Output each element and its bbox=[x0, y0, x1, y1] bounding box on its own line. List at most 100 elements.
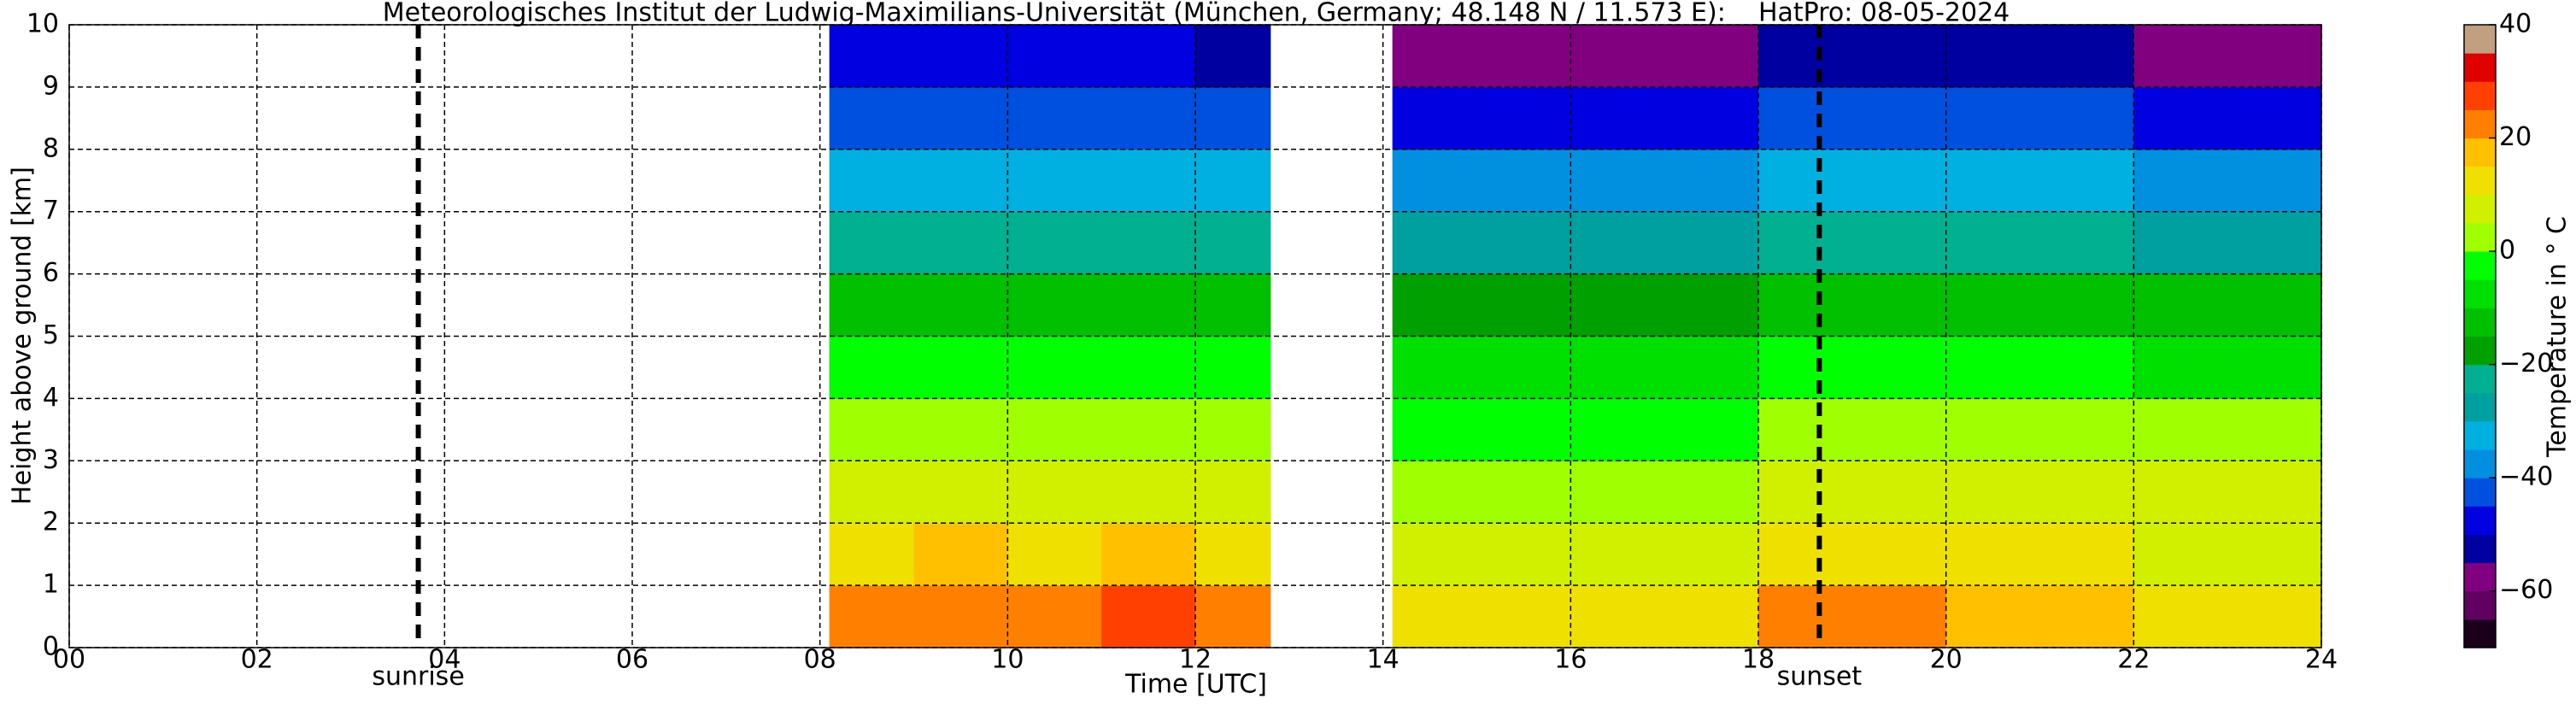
heat-cell bbox=[829, 86, 914, 150]
heat-cell bbox=[1945, 273, 2040, 337]
heat-cell bbox=[829, 149, 914, 213]
y-tick-label: 7 bbox=[43, 196, 59, 226]
heat-cell bbox=[1851, 336, 1947, 399]
plot-frame bbox=[68, 24, 2322, 648]
y-tick-label: 8 bbox=[43, 133, 59, 163]
y-tick-label: 9 bbox=[43, 71, 59, 101]
colorbar-tick-label: −40 bbox=[2499, 462, 2553, 492]
heat-cell bbox=[1945, 149, 2040, 213]
colorbar-tick-label: −60 bbox=[2499, 575, 2553, 605]
heat-cell bbox=[1007, 86, 1102, 150]
heat-cell bbox=[829, 211, 914, 275]
x-tick-label: 10 bbox=[991, 645, 1024, 675]
x-tick-label: 18 bbox=[1742, 645, 1775, 675]
heat-cell bbox=[1758, 461, 1853, 524]
heat-cell bbox=[1758, 149, 1853, 213]
colorbar-band bbox=[2464, 279, 2496, 308]
heat-cell bbox=[829, 585, 914, 648]
colorbar-band bbox=[2464, 562, 2496, 592]
heat-cell bbox=[1101, 523, 1196, 586]
heat-cell bbox=[1758, 273, 1853, 337]
heat-cell bbox=[1758, 523, 1853, 586]
heat-cell bbox=[2133, 149, 2228, 213]
heat-cell bbox=[1392, 398, 1477, 461]
x-tick-label: 08 bbox=[804, 645, 836, 675]
heat-cell bbox=[1195, 86, 1271, 150]
heat-cell bbox=[1570, 149, 1665, 213]
heat-cell bbox=[1101, 273, 1196, 337]
heat-cell bbox=[1570, 211, 1665, 275]
colorbar-band bbox=[2464, 478, 2496, 507]
heat-cell bbox=[1945, 461, 2040, 524]
y-tick-label: 10 bbox=[26, 9, 59, 39]
heat-cell bbox=[1476, 149, 1571, 213]
heat-cell bbox=[829, 398, 914, 461]
heat-cell bbox=[1476, 461, 1571, 524]
colorbar-tick-label: 40 bbox=[2499, 9, 2532, 39]
heat-cell bbox=[1945, 25, 2040, 88]
heat-cell bbox=[1392, 149, 1477, 213]
heat-cell bbox=[1007, 25, 1102, 88]
colorbar-tick-label: 20 bbox=[2499, 122, 2532, 152]
heat-cell bbox=[1664, 461, 1759, 524]
colorbar-band bbox=[2464, 222, 2496, 252]
heat-cell bbox=[1476, 25, 1571, 88]
heat-cell bbox=[1476, 336, 1571, 399]
colorbar-band bbox=[2464, 336, 2496, 366]
heat-cell bbox=[1758, 25, 1853, 88]
y-tick-label: 3 bbox=[43, 445, 59, 475]
heat-cell bbox=[1570, 273, 1665, 337]
heat-cell bbox=[1195, 398, 1271, 461]
heat-cell bbox=[1851, 149, 1947, 213]
heat-cell bbox=[1476, 523, 1571, 586]
heat-cell bbox=[1570, 585, 1665, 648]
heat-cell bbox=[2039, 398, 2134, 461]
heat-cell bbox=[1476, 86, 1571, 150]
heat-cell bbox=[1476, 211, 1571, 275]
heat-cell bbox=[2133, 398, 2228, 461]
heat-cell bbox=[1476, 273, 1571, 337]
heat-cell bbox=[1392, 585, 1477, 648]
heat-cell bbox=[1664, 25, 1759, 88]
heat-cell bbox=[2039, 25, 2134, 88]
heat-cell bbox=[1392, 211, 1477, 275]
heat-cell bbox=[1101, 461, 1196, 524]
heat-cell bbox=[913, 336, 1008, 399]
heat-cell bbox=[2039, 336, 2134, 399]
x-tick-label: 24 bbox=[2305, 645, 2338, 675]
heat-cell bbox=[1392, 25, 1477, 88]
heat-cell bbox=[1664, 585, 1759, 648]
heat-cell bbox=[1007, 585, 1102, 648]
heat-cell bbox=[2227, 461, 2322, 524]
x-tick-label: 00 bbox=[53, 645, 85, 675]
heat-cell bbox=[913, 523, 1008, 586]
heat-cell bbox=[2227, 25, 2322, 88]
heat-cell bbox=[2133, 273, 2228, 337]
heat-cell bbox=[1664, 398, 1759, 461]
heat-cell bbox=[1851, 585, 1947, 648]
heat-cell bbox=[2039, 86, 2134, 150]
heat-cell bbox=[1392, 336, 1477, 399]
heat-cell bbox=[1570, 523, 1665, 586]
x-tick-label: 06 bbox=[616, 645, 648, 675]
marker-label: sunrise bbox=[372, 662, 464, 692]
y-tick-label: 2 bbox=[43, 507, 59, 537]
colorbar-band bbox=[2464, 619, 2496, 648]
heat-cell bbox=[1664, 273, 1759, 337]
heat-cell bbox=[2039, 149, 2134, 213]
y-tick-label: 5 bbox=[43, 320, 59, 350]
heat-cell bbox=[1007, 523, 1102, 586]
colorbar-band bbox=[2464, 506, 2496, 535]
heat-cell bbox=[2227, 273, 2322, 337]
heat-cell bbox=[913, 461, 1008, 524]
heat-cell bbox=[1570, 336, 1665, 399]
colorbar-band bbox=[2464, 392, 2496, 422]
heat-cell bbox=[2227, 336, 2322, 399]
heat-cell bbox=[1195, 336, 1271, 399]
x-tick-label: 16 bbox=[1554, 645, 1587, 675]
heat-cell bbox=[913, 273, 1008, 337]
heat-cell bbox=[1664, 86, 1759, 150]
heat-cell bbox=[1945, 585, 2040, 648]
x-tick-label: 02 bbox=[241, 645, 273, 675]
